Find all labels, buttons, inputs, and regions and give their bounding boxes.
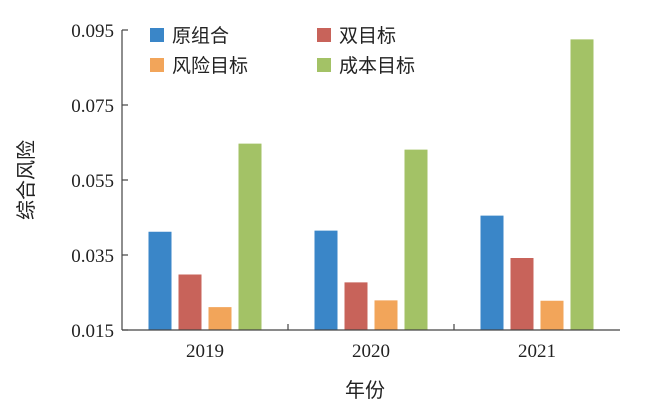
bar xyxy=(178,274,202,330)
bar xyxy=(510,258,534,330)
bar xyxy=(314,230,338,330)
bar xyxy=(148,231,172,330)
legend-item: 原组合 xyxy=(150,25,229,47)
legend-swatch xyxy=(317,28,331,42)
legend-label: 成本目标 xyxy=(339,55,415,77)
legend-swatch xyxy=(150,58,164,72)
bar xyxy=(540,300,564,330)
bar xyxy=(374,300,398,330)
legend-item: 成本目标 xyxy=(317,55,415,77)
y-tick-label: 0.075 xyxy=(71,96,114,117)
bar xyxy=(404,149,428,330)
y-tick-label: 0.095 xyxy=(71,21,114,42)
legend-item: 双目标 xyxy=(317,25,396,47)
y-axis-title: 综合风险 xyxy=(15,140,38,220)
y-tick-label: 0.035 xyxy=(71,246,114,267)
legend-label: 风险目标 xyxy=(172,55,248,77)
y-tick-label: 0.055 xyxy=(71,171,114,192)
bar xyxy=(480,215,504,330)
bar xyxy=(208,307,232,330)
bar xyxy=(344,282,368,330)
legend-label: 双目标 xyxy=(339,25,396,47)
legend-swatch xyxy=(317,58,331,72)
x-tick-label: 2019 xyxy=(186,341,224,362)
bar xyxy=(238,143,262,330)
x-tick-label: 2021 xyxy=(518,341,556,362)
legend-swatch xyxy=(150,28,164,42)
legend-item: 风险目标 xyxy=(150,55,248,77)
x-tick-label: 2020 xyxy=(352,341,390,362)
bar xyxy=(570,39,594,330)
x-axis-title: 年份 xyxy=(345,379,385,402)
legend-label: 原组合 xyxy=(172,25,229,47)
bars-layer xyxy=(148,39,594,330)
y-tick-label: 0.015 xyxy=(71,321,114,342)
axes-layer: 0.015 0.035 0.055 0.075 0.095 2019 2020 2021 xyxy=(71,21,620,362)
